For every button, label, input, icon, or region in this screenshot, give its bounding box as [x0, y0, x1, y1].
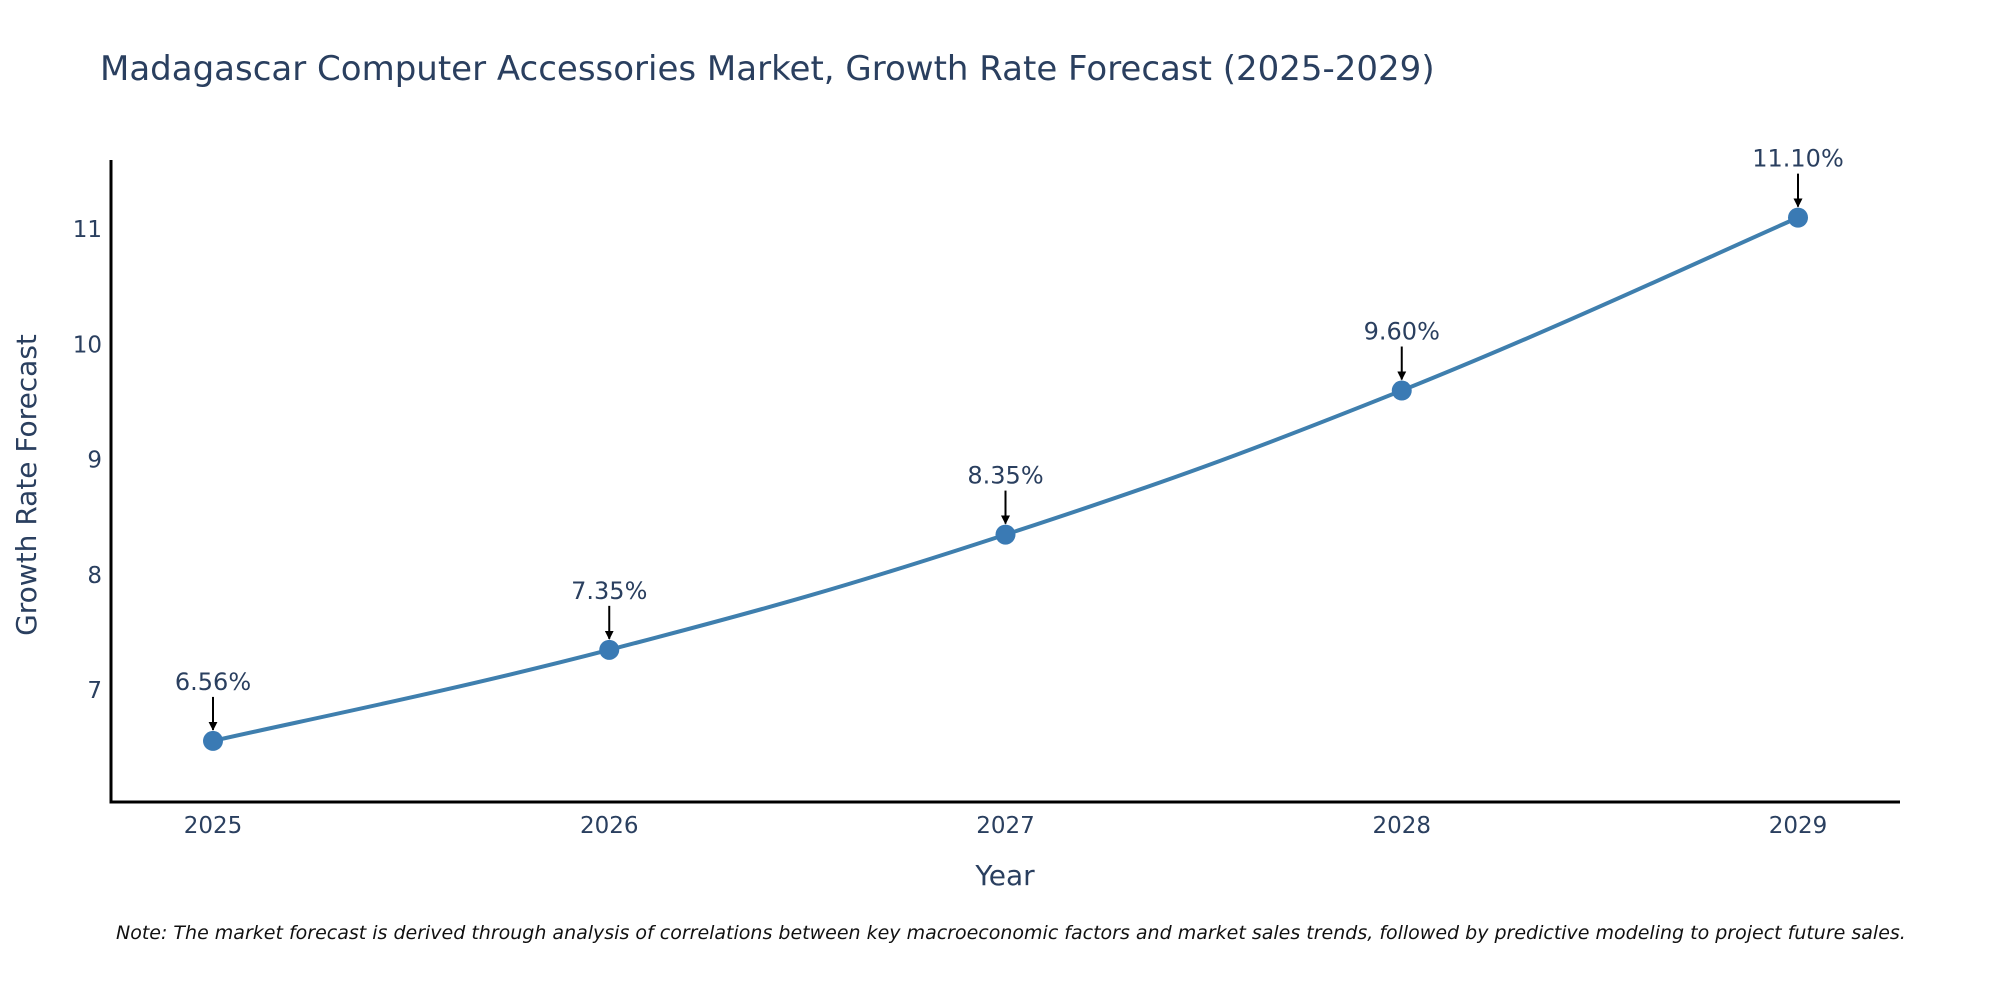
y-tick-label: 8: [87, 563, 102, 589]
data-point: [1788, 207, 1808, 228]
y-axis-title: Growth Rate Forecast: [10, 334, 43, 636]
x-tick-label: 2026: [580, 813, 639, 839]
x-tick-label: 2025: [184, 813, 243, 839]
footnote: Note: The market forecast is derived thr…: [116, 922, 1906, 944]
x-tick-label: 2027: [976, 813, 1035, 839]
data-label: 8.35%: [967, 462, 1043, 490]
y-tick-label: 10: [73, 332, 102, 358]
y-tick-label: 9: [87, 448, 102, 474]
data-label: 6.56%: [175, 668, 251, 696]
data-label: 11.10%: [1752, 145, 1844, 173]
data-label: 9.60%: [1364, 318, 1440, 346]
x-tick-label: 2029: [1769, 813, 1828, 839]
data-point: [1391, 380, 1412, 401]
x-tick-label: 2028: [1372, 813, 1431, 839]
data-point: [599, 639, 620, 660]
y-tick-label: 7: [87, 678, 102, 704]
data-point: [995, 524, 1016, 545]
y-tick-label: 11: [73, 217, 102, 243]
data-point: [203, 730, 223, 751]
data-label: 7.35%: [571, 577, 647, 605]
x-axis-title: Year: [974, 859, 1035, 892]
chart-title: Madagascar Computer Accessories Market, …: [100, 49, 1435, 89]
